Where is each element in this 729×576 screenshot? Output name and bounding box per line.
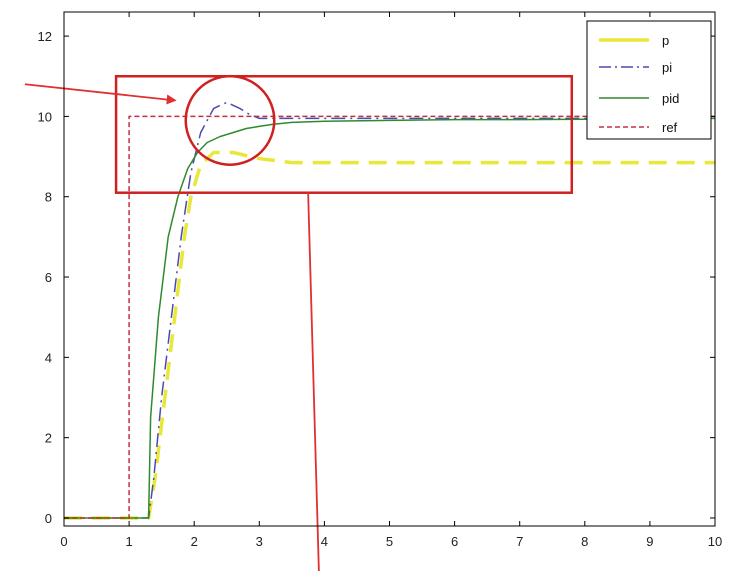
annotation-arrow-2 [24, 83, 177, 105]
y-tick-label: 2 [45, 431, 52, 446]
legend: p pi pid ref [586, 20, 712, 140]
legend-label-ref: ref [662, 120, 678, 135]
series-line-pi [64, 101, 715, 519]
overshoot-circle [184, 74, 276, 166]
x-tick-label: 2 [191, 534, 198, 549]
y-tick-label: 12 [38, 29, 52, 44]
series-line-p [64, 150, 715, 520]
x-tick-label: 8 [581, 534, 588, 549]
y-tick-label: 6 [45, 270, 52, 285]
x-tick-label: 4 [321, 534, 328, 549]
legend-label-p: p [662, 33, 669, 48]
series-line-pid [64, 117, 716, 519]
x-tick-label: 9 [646, 534, 653, 549]
annotation-layer [24, 74, 574, 576]
legend-label-pid: pid [662, 91, 679, 106]
x-tick-label: 3 [256, 534, 263, 549]
x-tick-label: 1 [125, 534, 132, 549]
x-tick-label: 0 [60, 534, 67, 549]
legend-label-pi: pi [662, 60, 672, 75]
y-tick-label: 10 [38, 109, 52, 124]
series-line-ref [64, 115, 715, 519]
y-tick-label: 8 [45, 190, 52, 205]
series-layer [64, 101, 716, 520]
x-tick-label: 10 [708, 534, 722, 549]
y-tick-label: 4 [45, 350, 52, 365]
highlight-rectangle [114, 75, 574, 194]
x-tick-label: 5 [386, 534, 393, 549]
x-tick-label: 6 [451, 534, 458, 549]
y-tick-label: 0 [45, 511, 52, 526]
annotation-arrow-3 [307, 192, 324, 576]
x-tick-label: 7 [516, 534, 523, 549]
